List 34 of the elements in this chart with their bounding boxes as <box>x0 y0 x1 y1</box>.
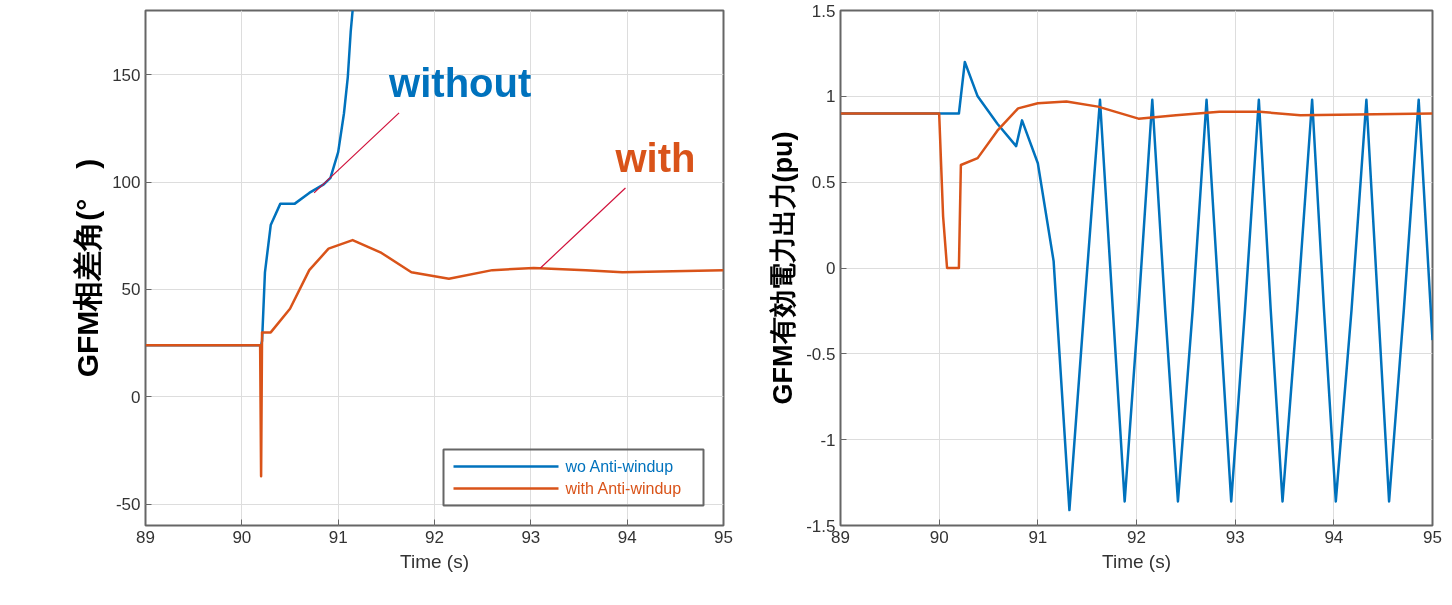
y-tick-label: 0.5 <box>811 173 836 193</box>
y-tick-label: -50 <box>115 495 141 515</box>
x-tick-label: 90 <box>929 527 949 547</box>
y-tick-label: -1 <box>820 430 836 450</box>
annotation: with <box>614 136 696 180</box>
text: wo Anti-windup <box>564 458 674 475</box>
y-tick-label: 150 <box>112 65 141 85</box>
x-tick-label: 95 <box>1423 527 1442 547</box>
x-tick-label: 90 <box>232 527 252 547</box>
text: with Anti-windup <box>564 480 682 497</box>
y-tick-label: 1 <box>826 87 836 107</box>
x-tick-label: 94 <box>617 527 637 547</box>
x-tick-label: 92 <box>1127 527 1146 547</box>
x-axis-title: Time (s) <box>1102 550 1171 572</box>
line-series <box>840 100 1433 270</box>
x-axis-title: Time (s) <box>400 550 469 572</box>
y-axis-title: GFM有効電力出力(pu) <box>768 131 799 405</box>
x-tick-label: 93 <box>1225 527 1245 547</box>
x-tick-label: 92 <box>425 527 444 547</box>
x-tick-label: 94 <box>1324 527 1344 547</box>
x-tick-label: 89 <box>136 527 155 547</box>
y-tick-label: 50 <box>121 280 141 300</box>
y-tick-label: 0 <box>826 259 836 278</box>
x-tick-label: 91 <box>1028 527 1048 547</box>
x-tick-label: 95 <box>714 527 733 547</box>
y-tick-label: -0.5 <box>806 344 836 364</box>
y-tick-label: 100 <box>112 173 141 193</box>
x-tick-label: 91 <box>328 527 348 547</box>
y-tick-label: 0 <box>131 387 141 407</box>
line-series <box>145 238 724 478</box>
y-axis-title: GFM相差角(° ) <box>71 158 105 378</box>
y-tick-label: 1.5 <box>811 1 836 21</box>
annotation: without <box>388 60 532 105</box>
x-tick-label: 93 <box>521 527 541 547</box>
